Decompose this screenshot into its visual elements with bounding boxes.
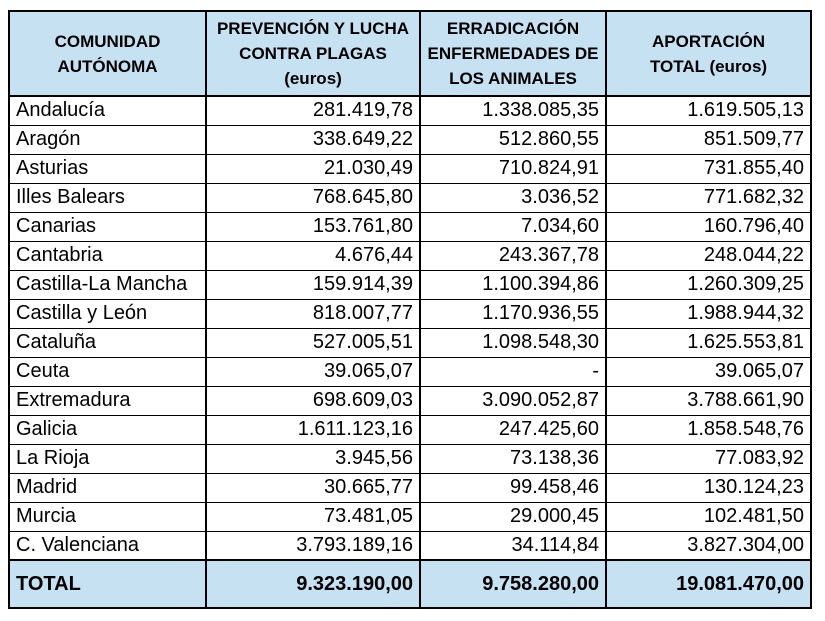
table-row: Ceuta 39.065,07-39.065,07 [8, 356, 812, 387]
table-header: COMUNIDAD AUTÓNOMA PREVENCIÓN Y LUCHA CO… [8, 10, 812, 97]
plagas-value-cell: 338.649,22 [205, 124, 421, 155]
total-plagas-value: 9.323.190,00 [205, 559, 421, 609]
enfermedades-value-cell: 247.425,60 [419, 414, 607, 445]
aportacion-total-value-cell: 102.481,50 [605, 501, 812, 532]
plagas-value-cell: 818.007,77 [205, 298, 421, 329]
plagas-value-cell: 73.481,05 [205, 501, 421, 532]
enfermedades-value-cell: - [419, 356, 607, 387]
community-name-cell: Asturias [8, 153, 207, 184]
plagas-value-cell: 698.609,03 [205, 385, 421, 416]
enfermedades-value-cell: 710.824,91 [419, 153, 607, 184]
total-row: TOTAL 9.323.190,00 9.758.280,00 19.081.4… [8, 559, 812, 609]
enfermedades-value-cell: 1.170.936,55 [419, 298, 607, 329]
table-row: Cataluña 527.005,51 1.098.548,30 1.625.553,… [8, 327, 812, 358]
aportacion-total-value-cell: 3.788.661,90 [605, 385, 812, 416]
total-label: TOTAL [8, 559, 207, 609]
table-row: Madrid 30.665,77 99.458,46 130.124,23 [8, 472, 812, 503]
table-row: C. Valenciana 3.793.189,16 34.114,84 3.827.… [8, 530, 812, 561]
enfermedades-value-cell: 1.338.085,35 [419, 95, 607, 126]
plagas-value-cell: 30.665,77 [205, 472, 421, 503]
plagas-value-cell: 3.945,56 [205, 443, 421, 474]
enfermedades-value-cell: 3.036,52 [419, 182, 607, 213]
enfermedades-value-cell: 7.034,60 [419, 211, 607, 242]
table-row: Asturias 21.030,49 710.824,91 731.855,40 [8, 153, 812, 184]
plagas-value-cell: 281.419,78 [205, 95, 421, 126]
plagas-value-cell: 153.761,80 [205, 211, 421, 242]
table-row: Aragón 338.649,22 512.860,55 851.509,77 [8, 124, 812, 155]
enfermedades-value-cell: 1.100.394,86 [419, 269, 607, 300]
enfermedades-value-cell: 3.090.052,87 [419, 385, 607, 416]
table-row: Castilla-La Mancha 159.914,39 1.100.394,86… [8, 269, 812, 300]
plagas-value-cell: 4.676,44 [205, 240, 421, 271]
table-footer: TOTAL 9.323.190,00 9.758.280,00 19.081.4… [8, 559, 812, 609]
table-row: Illes Balears 768.645,80 3.036,52 771.682,3… [8, 182, 812, 213]
aportacion-total-value-cell: 1.260.309,25 [605, 269, 812, 300]
aportacion-total-value-cell: 1.619.505,13 [605, 95, 812, 126]
enfermedades-value-cell: 243.367,78 [419, 240, 607, 271]
aportacion-total-value-cell: 731.855,40 [605, 153, 812, 184]
table-body: Andalucía 281.419,78 1.338.085,35 1.619.505… [8, 95, 812, 561]
aportacion-total-value-cell: 1.625.553,81 [605, 327, 812, 358]
col-header-erradicacion-enfermedades: ERRADICACIÓN ENFERMEDADES DE LOS ANIMALE… [419, 10, 607, 97]
total-enfermedades-value: 9.758.280,00 [419, 559, 607, 609]
community-name-cell: La Rioja [8, 443, 207, 474]
community-name-cell: C. Valenciana [8, 530, 207, 561]
plagas-value-cell: 1.611.123,16 [205, 414, 421, 445]
table-row: Canarias 153.761,80 7.034,60 160.796,40 [8, 211, 812, 242]
funding-table: COMUNIDAD AUTÓNOMA PREVENCIÓN Y LUCHA CO… [8, 10, 812, 609]
enfermedades-value-cell: 99.458,46 [419, 472, 607, 503]
table-row: Castilla y León 818.007,77 1.170.936,55 1.9… [8, 298, 812, 329]
community-name-cell: Extremadura [8, 385, 207, 416]
plagas-value-cell: 21.030,49 [205, 153, 421, 184]
table-row: Cantabria 4.676,44 243.367,78 248.044,22 [8, 240, 812, 271]
enfermedades-value-cell: 1.098.548,30 [419, 327, 607, 358]
col-header-comunidad-autonoma: COMUNIDAD AUTÓNOMA [8, 10, 207, 97]
table-row: Murcia 73.481,05 29.000,45 102.481,50 [8, 501, 812, 532]
aportacion-total-value-cell: 77.083,92 [605, 443, 812, 474]
community-name-cell: Illes Balears [8, 182, 207, 213]
aportacion-total-value-cell: 851.509,77 [605, 124, 812, 155]
table-row: Extremadura 698.609,03 3.090.052,87 3.788.6… [8, 385, 812, 416]
aportacion-total-value-cell: 248.044,22 [605, 240, 812, 271]
enfermedades-value-cell: 34.114,84 [419, 530, 607, 561]
aportacion-total-value-cell: 771.682,32 [605, 182, 812, 213]
community-name-cell: Castilla-La Mancha [8, 269, 207, 300]
aportacion-total-value-cell: 39.065,07 [605, 356, 812, 387]
total-aportacion-value: 19.081.470,00 [605, 559, 812, 609]
enfermedades-value-cell: 512.860,55 [419, 124, 607, 155]
community-name-cell: Cantabria [8, 240, 207, 271]
community-name-cell: Castilla y León [8, 298, 207, 329]
community-name-cell: Murcia [8, 501, 207, 532]
table-row: La Rioja 3.945,56 73.138,36 77.083,92 [8, 443, 812, 474]
community-name-cell: Ceuta [8, 356, 207, 387]
aportacion-total-value-cell: 1.988.944,32 [605, 298, 812, 329]
aportacion-total-value-cell: 1.858.548,76 [605, 414, 812, 445]
enfermedades-value-cell: 29.000,45 [419, 501, 607, 532]
community-name-cell: Cataluña [8, 327, 207, 358]
community-name-cell: Galicia [8, 414, 207, 445]
aportacion-total-value-cell: 130.124,23 [605, 472, 812, 503]
enfermedades-value-cell: 73.138,36 [419, 443, 607, 474]
col-header-aportacion-total: APORTACIÓN TOTAL (euros) [605, 10, 812, 97]
aportacion-total-value-cell: 3.827.304,00 [605, 530, 812, 561]
plagas-value-cell: 159.914,39 [205, 269, 421, 300]
table-row: Galicia 1.611.123,16 247.425,60 1.858.548,7… [8, 414, 812, 445]
plagas-value-cell: 39.065,07 [205, 356, 421, 387]
community-name-cell: Aragón [8, 124, 207, 155]
plagas-value-cell: 768.645,80 [205, 182, 421, 213]
community-name-cell: Madrid [8, 472, 207, 503]
table-row: Andalucía 281.419,78 1.338.085,35 1.619.505… [8, 95, 812, 126]
plagas-value-cell: 527.005,51 [205, 327, 421, 358]
community-name-cell: Andalucía [8, 95, 207, 126]
col-header-prevencion-plagas: PREVENCIÓN Y LUCHA CONTRA PLAGAS (euros) [205, 10, 421, 97]
aportacion-total-value-cell: 160.796,40 [605, 211, 812, 242]
community-name-cell: Canarias [8, 211, 207, 242]
header-row: COMUNIDAD AUTÓNOMA PREVENCIÓN Y LUCHA CO… [8, 10, 812, 97]
plagas-value-cell: 3.793.189,16 [205, 530, 421, 561]
